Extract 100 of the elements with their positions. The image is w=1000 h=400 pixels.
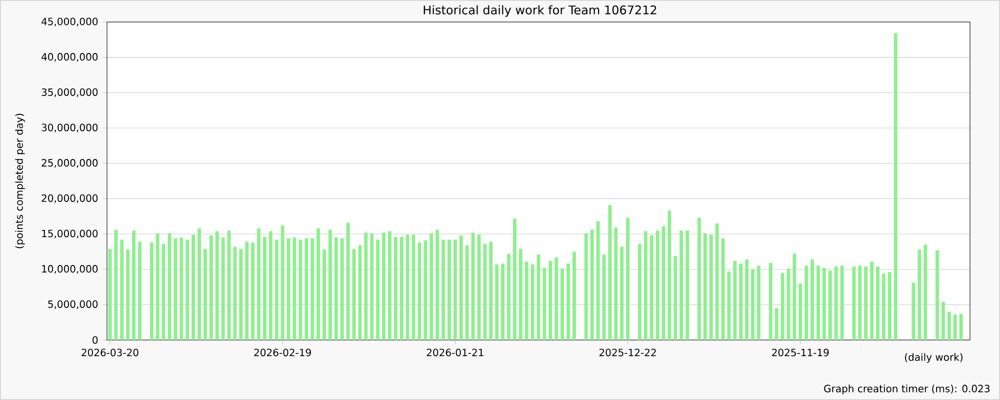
chart-title: Historical daily work for Team 1067212 bbox=[424, 5, 656, 17]
bar bbox=[924, 244, 928, 340]
bar bbox=[572, 252, 576, 340]
bar bbox=[192, 234, 196, 340]
x-tick-label: 2026-01-21 bbox=[426, 348, 484, 356]
x-tick-label: 2025-11-19 bbox=[772, 348, 829, 356]
bar bbox=[768, 262, 772, 340]
bar bbox=[614, 228, 618, 340]
bar bbox=[953, 314, 957, 340]
bar bbox=[620, 246, 624, 340]
bar bbox=[209, 235, 213, 340]
bar bbox=[888, 272, 892, 340]
bar bbox=[233, 246, 237, 340]
y-tick-label: 45,000,000 bbox=[42, 18, 98, 26]
bar bbox=[221, 238, 225, 340]
bar bbox=[852, 266, 856, 340]
bar bbox=[483, 244, 487, 340]
y-tick-label: 40,000,000 bbox=[42, 53, 98, 62]
bar bbox=[424, 240, 428, 340]
bar bbox=[442, 240, 446, 340]
bar bbox=[756, 266, 760, 340]
bar bbox=[816, 266, 820, 340]
bar bbox=[810, 259, 814, 340]
bar bbox=[644, 231, 648, 340]
y-tick-label: 30,000,000 bbox=[42, 124, 98, 132]
bar bbox=[310, 238, 314, 340]
bar bbox=[156, 233, 160, 340]
bar bbox=[566, 264, 570, 340]
bar bbox=[174, 238, 178, 340]
y-tick-label: 35,000,000 bbox=[42, 88, 98, 97]
bar bbox=[864, 266, 868, 340]
bar bbox=[215, 231, 219, 340]
bar bbox=[245, 242, 249, 340]
bar bbox=[340, 238, 344, 340]
bar bbox=[822, 268, 826, 340]
bar bbox=[459, 235, 463, 340]
y-tick-label: 0 bbox=[92, 336, 98, 344]
y-tick-label: 25,000,000 bbox=[42, 159, 98, 168]
bar bbox=[912, 282, 916, 340]
bar bbox=[608, 205, 612, 340]
bar bbox=[804, 266, 808, 340]
x-tick-label: 2025-12-22 bbox=[599, 348, 656, 356]
bar bbox=[739, 264, 743, 340]
y-tick-label: 5,000,000 bbox=[48, 300, 98, 309]
bar bbox=[471, 232, 475, 340]
bar bbox=[495, 264, 499, 340]
bar bbox=[602, 254, 606, 340]
bar bbox=[650, 235, 654, 340]
bar bbox=[554, 257, 558, 340]
bar bbox=[501, 264, 505, 340]
bar bbox=[286, 238, 290, 340]
bar bbox=[394, 236, 398, 340]
bar bbox=[798, 283, 802, 340]
y-axis-title: (points completed per day) bbox=[15, 114, 25, 248]
bar bbox=[406, 234, 410, 340]
text: Graph creation timer (ms): 0.023 bbox=[824, 384, 990, 394]
bar bbox=[292, 238, 296, 340]
bar bbox=[941, 302, 945, 340]
bar bbox=[584, 233, 588, 340]
bar bbox=[418, 242, 422, 340]
bar bbox=[114, 230, 118, 340]
bar bbox=[733, 260, 737, 340]
bar bbox=[162, 244, 166, 340]
bar bbox=[453, 240, 457, 340]
bar bbox=[959, 314, 963, 340]
bar bbox=[680, 230, 684, 340]
bar bbox=[840, 266, 844, 340]
bar bbox=[132, 230, 136, 340]
bar bbox=[138, 242, 142, 340]
bar bbox=[686, 230, 690, 340]
bar bbox=[947, 312, 951, 340]
bar bbox=[834, 266, 838, 340]
bar bbox=[656, 230, 660, 340]
bar bbox=[388, 231, 392, 340]
bar bbox=[274, 240, 278, 340]
bar bbox=[524, 262, 528, 340]
bar bbox=[370, 233, 374, 340]
bar bbox=[727, 271, 731, 340]
bar bbox=[364, 232, 368, 340]
bar bbox=[334, 238, 338, 340]
bar bbox=[697, 218, 701, 340]
bar bbox=[465, 245, 469, 340]
bar bbox=[180, 238, 184, 340]
bar bbox=[316, 228, 320, 340]
bar bbox=[251, 242, 255, 340]
bar bbox=[120, 240, 124, 340]
bar bbox=[709, 234, 713, 340]
bar bbox=[346, 222, 350, 340]
bar bbox=[828, 270, 832, 340]
bar bbox=[936, 250, 940, 340]
bar bbox=[382, 232, 386, 340]
bar bbox=[548, 260, 552, 340]
bar bbox=[668, 210, 672, 340]
bar bbox=[257, 228, 261, 340]
bar bbox=[512, 218, 516, 340]
bar bbox=[328, 230, 332, 340]
bar bbox=[715, 223, 719, 340]
bar bbox=[542, 268, 546, 340]
bar bbox=[198, 228, 201, 340]
bar bbox=[507, 254, 510, 340]
